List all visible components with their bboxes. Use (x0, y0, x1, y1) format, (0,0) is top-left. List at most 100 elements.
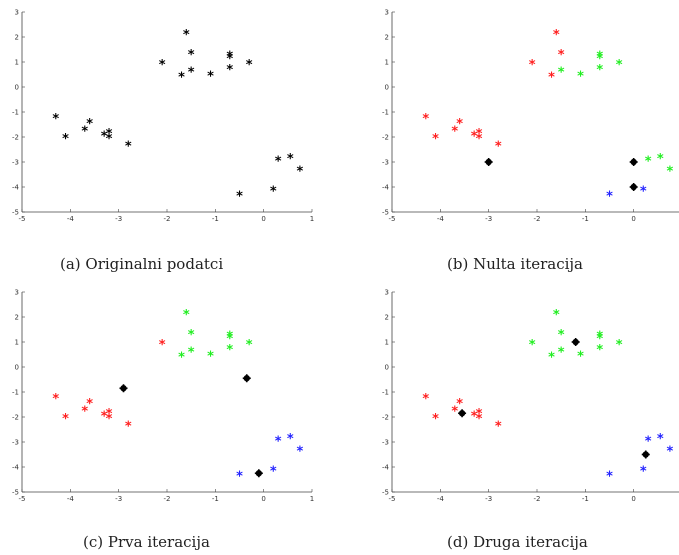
chart-panel-c: -5 -4 -3 -2 -1 0 1 -5 -4 -3 -2 -1 0 1 2 3 * * * * * * * * * * * * * *… (10, 289, 320, 504)
data-point: * (188, 328, 195, 343)
data-point: * (422, 112, 429, 127)
x-tick-label: -5 (389, 215, 396, 223)
data-point: * (226, 332, 233, 347)
data-point: * (287, 432, 294, 447)
data-point: * (86, 117, 93, 132)
y-tick-label: 2 (15, 314, 19, 322)
data-point: * (226, 49, 233, 64)
y-tick-label: -2 (12, 134, 19, 142)
x-tick-label: 1 (310, 215, 314, 223)
data-point: * (62, 132, 69, 147)
data-point: * (529, 338, 536, 353)
data-point: * (432, 132, 439, 147)
y-tick-label: -4 (12, 464, 20, 472)
data-point: * (188, 346, 195, 361)
data-point: * (81, 124, 88, 139)
data-point: * (52, 392, 59, 407)
y-tick-label: -4 (12, 184, 20, 192)
data-point: * (553, 28, 560, 43)
x-tick-label: 0 (261, 215, 265, 223)
data-point: * (451, 404, 458, 419)
y-tick-label: -5 (382, 489, 389, 497)
y-tick-label: -4 (382, 464, 390, 472)
data-point: * (297, 444, 304, 459)
data-point: * (52, 112, 59, 127)
x-tick-label: -4 (67, 495, 75, 503)
data-point: * (596, 332, 603, 347)
data-point: * (640, 464, 647, 479)
y-tick-label: 1 (385, 339, 389, 347)
data-point: * (657, 432, 664, 447)
y-tick-label: -2 (382, 134, 389, 142)
data-point: * (548, 351, 555, 366)
x-tick-label: -1 (212, 495, 219, 503)
y-tick-label: -4 (382, 184, 390, 192)
y-tick-label: 3 (385, 289, 389, 297)
data-point: * (456, 117, 463, 132)
data-point: * (226, 343, 233, 358)
data-point: * (81, 404, 88, 419)
data-point: * (456, 397, 463, 412)
data-point: * (596, 52, 603, 67)
x-tick-label: -2 (534, 215, 541, 223)
caption-a: (a) Originalni podatci (60, 255, 224, 273)
x-tick-label: -4 (437, 215, 445, 223)
caption-d: (d) Druga iteracija (447, 533, 588, 551)
y-tick-label: 0 (15, 364, 19, 372)
x-tick-label: -4 (67, 215, 75, 223)
y-tick-label: 1 (15, 59, 19, 67)
y-tick-label: 0 (385, 84, 389, 92)
data-point: * (101, 129, 108, 144)
data-point: * (471, 409, 478, 424)
y-tick-label: -1 (382, 389, 389, 397)
data-point: * (297, 164, 304, 179)
y-tick-label: -1 (382, 109, 389, 117)
data-point: * (246, 338, 253, 353)
y-tick-label: -2 (382, 414, 389, 422)
data-point: * (159, 58, 166, 73)
data-point: * (226, 52, 233, 67)
y-tick-label: -3 (12, 159, 19, 167)
data-point: * (606, 189, 613, 204)
x-tick-label: -3 (115, 215, 122, 223)
data-point: * (529, 58, 536, 73)
data-point: * (178, 71, 185, 86)
data-point: * (645, 434, 652, 449)
y-tick-label: -3 (382, 159, 389, 167)
data-point: * (577, 349, 584, 364)
data-point: * (106, 407, 113, 422)
data-point: * (596, 63, 603, 78)
x-tick-label: -3 (485, 215, 492, 223)
data-point: * (159, 338, 166, 353)
y-tick-label: 1 (15, 339, 19, 347)
y-tick-label: 2 (385, 314, 389, 322)
data-point: * (645, 154, 652, 169)
data-point: * (596, 49, 603, 64)
chart-panel-d: -5-4-3-2-101-5-4-3-2-10123**************… (380, 289, 679, 503)
y-tick-label: 2 (385, 34, 389, 42)
data-point: * (226, 329, 233, 344)
data-point: * (62, 412, 69, 427)
data-point: * (577, 69, 584, 84)
x-tick-label: -2 (164, 495, 171, 503)
y-tick-label: 0 (385, 364, 389, 372)
data-point: * (275, 434, 282, 449)
data-point: * (558, 328, 565, 343)
y-tick-label: 0 (15, 84, 19, 92)
data-point: * (640, 184, 647, 199)
data-point: * (616, 338, 623, 353)
data-point: * (596, 343, 603, 358)
x-tick-label: -5 (19, 215, 26, 223)
data-point: * (106, 412, 113, 427)
data-point: * (432, 412, 439, 427)
data-point: * (178, 351, 185, 366)
y-tick-label: 1 (385, 59, 389, 67)
chart-panel-a: -5 -4 -3 -2 -1 0 1 -5 -4 -3 -2 -1 0 1 2 3 * * * * * * * * * * * * * *… (10, 9, 320, 224)
data-point: * (476, 132, 483, 147)
data-point: * (548, 71, 555, 86)
data-point: * (106, 127, 113, 142)
data-point: * (183, 308, 190, 323)
x-tick-label: -1 (212, 215, 219, 223)
data-point: * (667, 444, 674, 459)
caption-b: (b) Nulta iteracija (447, 255, 584, 273)
